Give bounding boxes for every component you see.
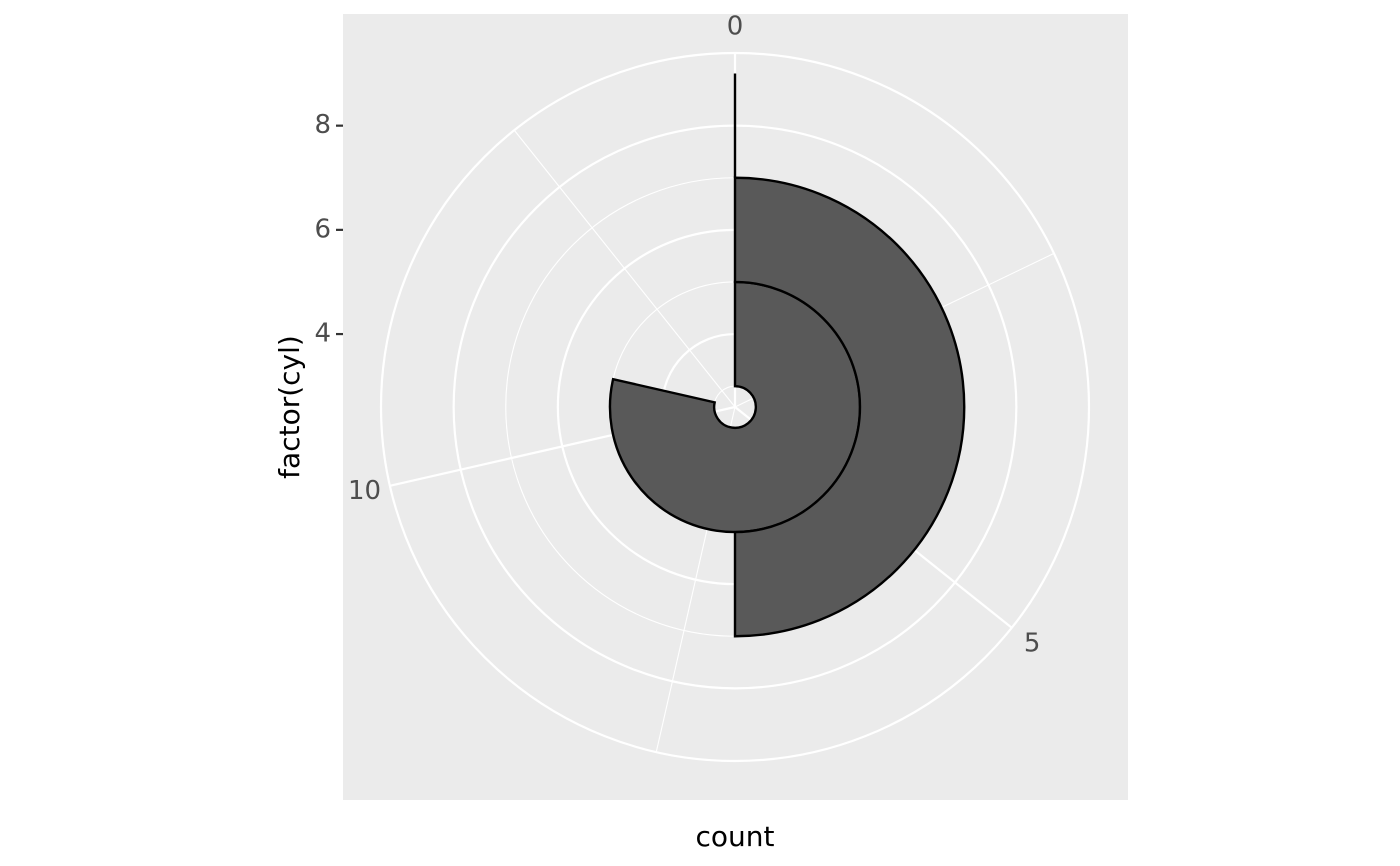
- theta-tick-labels: 0 5 10: [348, 12, 1040, 659]
- radial-tick-label: 6: [314, 214, 331, 244]
- theta-tick-label: 0: [727, 12, 744, 42]
- radial-tick-label: 4: [314, 319, 331, 349]
- bar-6: [733, 176, 966, 638]
- y-axis-title: factor(cyl): [273, 335, 306, 479]
- grid-spoke: [513, 129, 736, 408]
- radial-tick-label: 8: [314, 110, 331, 140]
- radial-axis: 4 6 8: [314, 110, 343, 349]
- bars: [608, 73, 966, 638]
- theta-tick-label: 5: [1024, 628, 1041, 658]
- x-axis-title: count: [696, 820, 775, 853]
- theta-tick-label: 10: [348, 476, 381, 506]
